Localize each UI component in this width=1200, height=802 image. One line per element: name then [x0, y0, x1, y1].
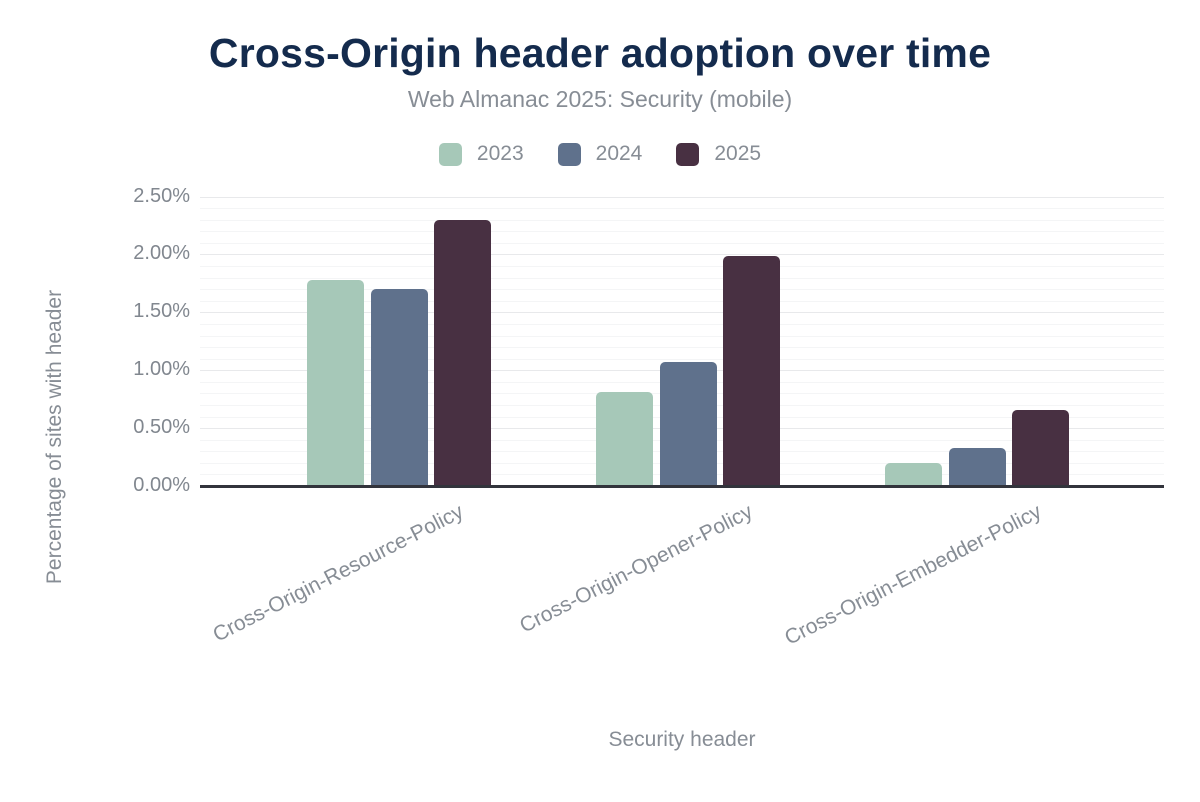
chart-subtitle: Web Almanac 2025: Security (mobile): [407, 86, 793, 112]
minor-gridline: [200, 335, 1164, 337]
minor-gridline: [200, 347, 1164, 348]
bar-2023-cross-origin-resource-policy[interactable]: [307, 279, 365, 486]
legend-swatch-2023: [438, 142, 462, 166]
x-category-label-cross-origin-opener-policy: Cross-Origin-Opener-Policy: [516, 500, 757, 638]
x-axis-line: [200, 485, 1164, 488]
legend-label-2024: 2024: [595, 142, 643, 165]
legend-label-2025: 2025: [714, 142, 762, 165]
legend-item-2023[interactable]: 2023: [438, 142, 524, 166]
y-tick-label: 2.00%: [133, 242, 190, 265]
legend-item-2025[interactable]: 2025: [676, 142, 761, 166]
bar-2025-cross-origin-embedder-policy[interactable]: [1011, 409, 1069, 486]
bar-2025-cross-origin-resource-policy[interactable]: [433, 219, 491, 486]
y-tick-label: 1.50%: [133, 300, 190, 323]
y-tick-label: 0.00%: [133, 474, 190, 496]
legend-item-2024[interactable]: 2024: [557, 142, 643, 166]
minor-gridline: [200, 277, 1164, 279]
major-gridline: [200, 196, 1164, 198]
minor-gridline: [200, 289, 1164, 291]
legend-label-2023: 2023: [476, 142, 524, 165]
bar-2024-cross-origin-resource-policy[interactable]: [370, 289, 428, 486]
minor-gridline: [200, 300, 1164, 302]
major-gridline: [200, 312, 1164, 314]
y-tick-label: 1.00%: [133, 358, 190, 381]
y-tick-label: 0.50%: [133, 416, 190, 439]
legend-swatch-2024: [557, 142, 581, 166]
minor-gridline: [200, 208, 1164, 210]
legend: 2023 2024 2025: [0, 142, 1200, 166]
minor-gridline: [200, 266, 1164, 267]
legend-swatch-2025: [676, 142, 700, 166]
x-category-label-cross-origin-resource-policy: Cross-Origin-Resource-Policy: [209, 500, 468, 647]
bar-2024-cross-origin-embedder-policy[interactable]: [948, 447, 1006, 486]
x-category-label-cross-origin-embedder-policy: Cross-Origin-Embedder-Policy: [781, 500, 1046, 650]
minor-gridline: [200, 219, 1164, 221]
bar-2023-cross-origin-embedder-policy[interactable]: [885, 462, 943, 486]
chart-title: Cross-Origin header adoption over time: [208, 30, 992, 76]
minor-gridline: [200, 242, 1164, 244]
bar-2023-cross-origin-opener-policy[interactable]: [596, 392, 654, 486]
major-gridline: [200, 254, 1164, 256]
y-tick-label: 2.50%: [133, 184, 190, 207]
minor-gridline: [200, 323, 1164, 325]
bar-2024-cross-origin-opener-policy[interactable]: [659, 362, 717, 486]
minor-gridline: [200, 231, 1164, 233]
minor-gridline: [200, 358, 1164, 360]
bar-2025-cross-origin-opener-policy[interactable]: [722, 255, 780, 486]
